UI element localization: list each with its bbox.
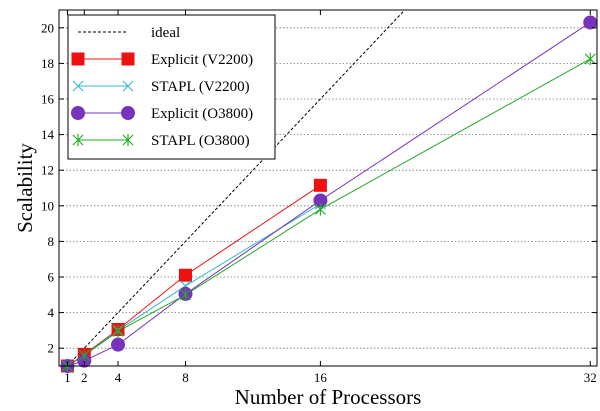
- x-tick-label: 2: [81, 370, 88, 385]
- y-tick-label: 4: [48, 305, 55, 320]
- y-tick-label: 12: [41, 163, 54, 178]
- series-line-explicit-v2200: [67, 184, 321, 366]
- y-tick-label: 16: [41, 92, 55, 107]
- y-tick-label: 20: [41, 20, 54, 35]
- marker-layer: [60, 15, 598, 373]
- y-tick-label: 2: [48, 341, 55, 356]
- y-tick-label: 18: [41, 56, 54, 71]
- data-point-stapl-o3800: [584, 52, 596, 66]
- legend-marker: [122, 80, 134, 92]
- x-tick-label: 8: [182, 370, 189, 385]
- series-line-stapl-v2200: [67, 203, 321, 366]
- legend-label: Explicit (O3800): [151, 106, 253, 122]
- legend: ideal Explicit (V2200) STAPL (V2200) Explic…: [67, 14, 276, 160]
- y-tick-label: 14: [41, 127, 55, 142]
- y-tick-label: 8: [48, 234, 55, 249]
- legend-marker: [71, 106, 85, 120]
- y-tick-label: 10: [41, 198, 54, 213]
- data-point-explicit-v2200: [313, 178, 327, 192]
- legend-marker: [72, 133, 84, 147]
- data-point-explicit-o3800: [583, 15, 598, 30]
- legend-marker: [122, 133, 134, 147]
- x-tick-label: 16: [314, 370, 328, 385]
- x-tick-label: 4: [115, 370, 122, 385]
- legend-marker: [72, 80, 84, 92]
- legend-marker: [71, 52, 85, 66]
- legend-label: ideal: [151, 25, 180, 41]
- data-point-stapl-o3800: [78, 349, 90, 362]
- legend-box: [67, 14, 276, 160]
- grid: [59, 27, 597, 349]
- data-point-explicit-o3800: [111, 337, 126, 352]
- axes: 2 4 6 8 10 12 14 16 18 20 1 2 4 8 16 32: [41, 10, 597, 385]
- data-point-explicit-v2200: [178, 268, 192, 282]
- x-axis-title: Number of Processors: [235, 385, 422, 409]
- legend-label: STAPL (O3800): [151, 133, 250, 149]
- x-tick-label: 1: [64, 370, 71, 385]
- legend-marker: [121, 106, 135, 120]
- legend-label: STAPL (V2200): [151, 79, 250, 95]
- data-point-stapl-o3800: [112, 324, 124, 338]
- data-point-stapl-o3800: [180, 288, 191, 302]
- legend-label: Explicit (V2200): [151, 52, 253, 68]
- series-line-ideal: [67, 10, 406, 366]
- y-tick-label: 6: [48, 270, 55, 285]
- data-point-stapl-o3800: [314, 203, 326, 216]
- plot-frame: [58, 9, 598, 367]
- x-tick-label: 32: [584, 370, 597, 385]
- y-axis-title: Scalability: [13, 143, 37, 233]
- legend-marker: [121, 52, 135, 66]
